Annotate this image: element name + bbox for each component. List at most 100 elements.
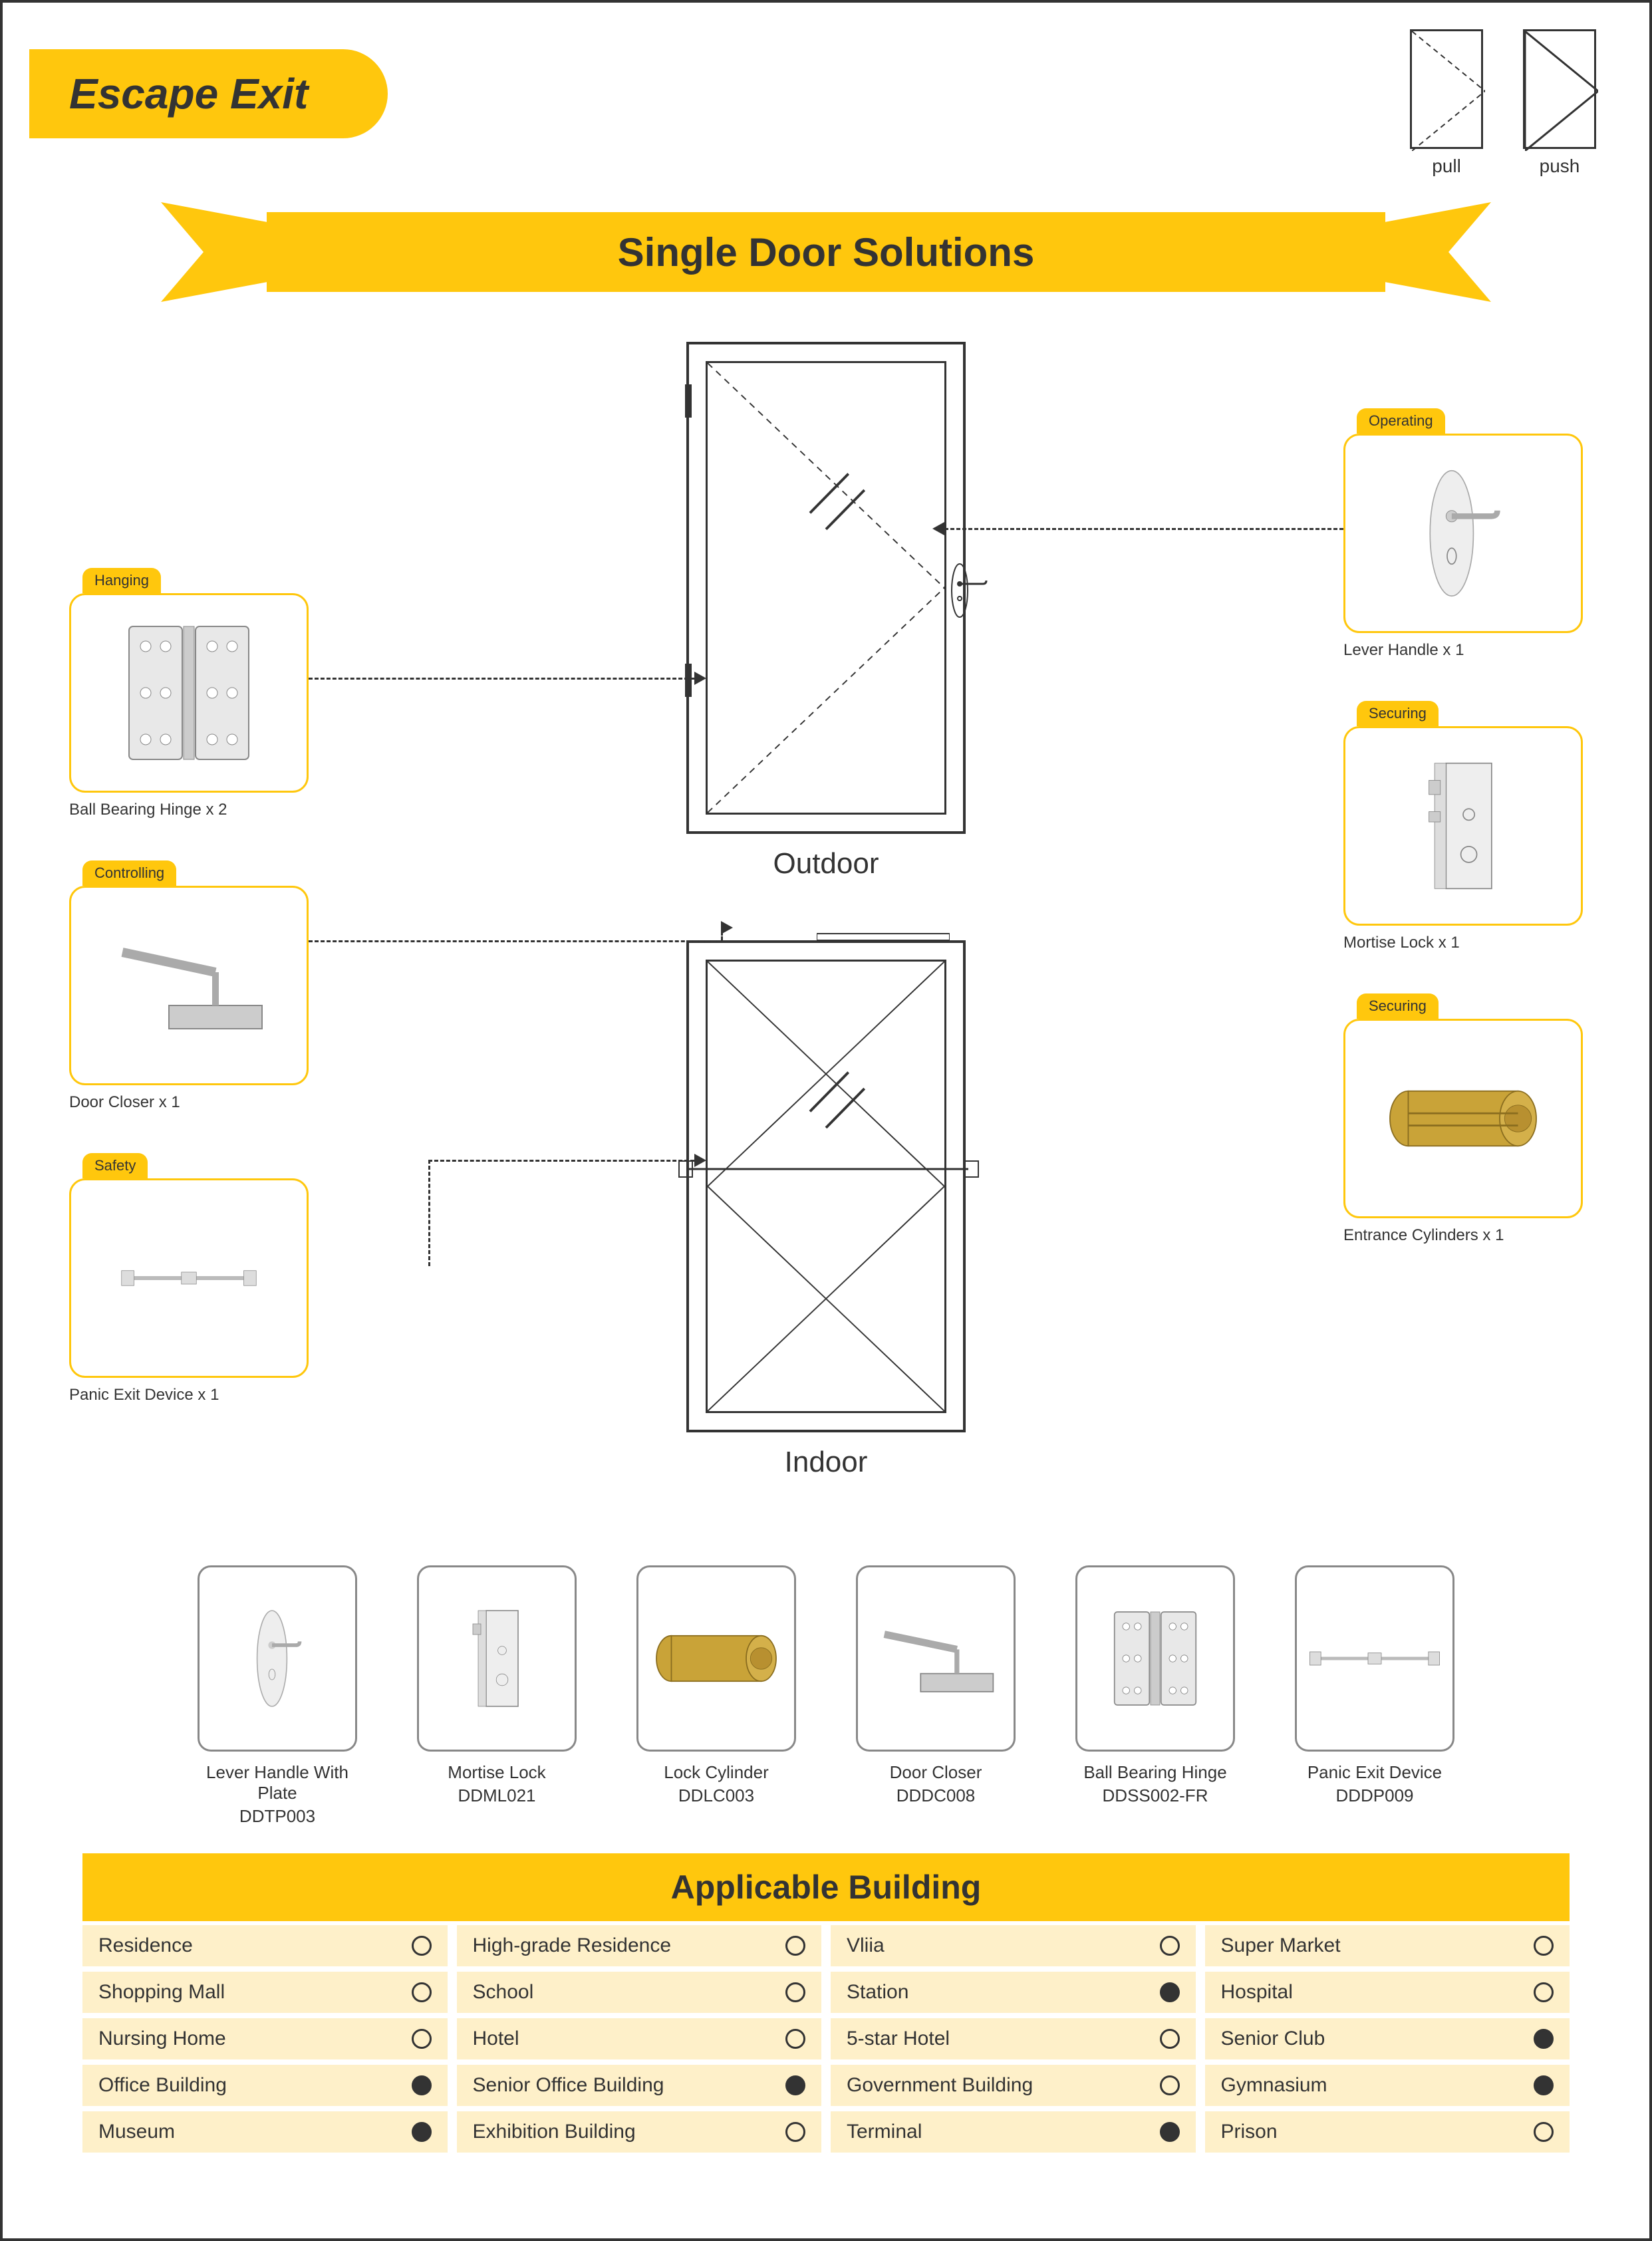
- building-label: Office Building: [98, 2074, 227, 2097]
- building-label: Exhibition Building: [473, 2121, 636, 2143]
- building-cell: Museum: [82, 2111, 448, 2153]
- building-label: Nursing Home: [98, 2028, 226, 2050]
- building-cell: High-grade Residence: [457, 1925, 822, 1966]
- safety-caption: Panic Exit Device x 1: [69, 1386, 309, 1404]
- door-closer-top-icon: [817, 931, 950, 943]
- building-cell: Exhibition Building: [457, 2111, 822, 2153]
- thumb-name: Lock Cylinder: [623, 1762, 809, 1783]
- building-dot: [412, 1982, 432, 2002]
- securing2-tag: Securing: [1357, 993, 1439, 1019]
- building-label: Prison: [1221, 2121, 1278, 2143]
- push-label: push: [1523, 156, 1596, 177]
- building-dot: [1534, 2029, 1554, 2049]
- pull-push-icons: pull push: [1410, 29, 1596, 177]
- banner-title: Single Door Solutions: [618, 229, 1035, 275]
- building-dot: [785, 1982, 805, 2002]
- building-cell: Hospital: [1205, 1972, 1570, 2013]
- thumb-item: Door CloserDDDC008: [843, 1565, 1029, 1827]
- controlling-card: Controlling Door Closer x 1: [69, 860, 309, 1112]
- thumb-item: Panic Exit DeviceDDDP009: [1282, 1565, 1468, 1827]
- operating-card: Operating Lever Handle x 1: [1343, 408, 1583, 660]
- banner: Single Door Solutions: [161, 202, 1491, 302]
- thumb-name: Mortise Lock: [404, 1762, 590, 1783]
- building-dot: [1160, 1936, 1180, 1956]
- thumbnail-row: Lever Handle With Plate DDTP003 Mortise Lo…: [82, 1565, 1570, 1827]
- building-label: Museum: [98, 2121, 175, 2143]
- thumb-code: DDTP003: [184, 1806, 370, 1827]
- lever-handle-icon: [1369, 455, 1557, 611]
- header: Escape Exit pull push: [29, 29, 1623, 189]
- building-dot: [785, 2075, 805, 2095]
- building-cell: Shopping Mall: [82, 1972, 448, 2013]
- building-dot: [1534, 1936, 1554, 1956]
- building-cell: Super Market: [1205, 1925, 1570, 1966]
- buildings-grid: Residence High-grade Residence VliiaSuper …: [82, 1925, 1570, 2153]
- building-cell: Hotel: [457, 2018, 822, 2059]
- cylinder-icon: [1369, 1040, 1557, 1196]
- page: Escape Exit pull push Single Door Soluti…: [0, 0, 1652, 2241]
- building-dot: [785, 1936, 805, 1956]
- thumb-code: DDDP009: [1282, 1785, 1468, 1806]
- securing1-card: Securing Mortise Lock x 1: [1343, 701, 1583, 952]
- building-label: 5-star Hotel: [847, 2028, 950, 2050]
- thumb-box: [856, 1565, 1016, 1752]
- building-cell: Government Building: [831, 2065, 1196, 2106]
- pull-item: pull: [1410, 29, 1483, 177]
- securing2-caption: Entrance Cylinders x 1: [1343, 1226, 1583, 1245]
- building-dot: [1160, 2075, 1180, 2095]
- thumb-code: DDLC003: [623, 1785, 809, 1806]
- building-cell: School: [457, 1972, 822, 2013]
- securing1-caption: Mortise Lock x 1: [1343, 934, 1583, 952]
- thumb-name: Ball Bearing Hinge: [1062, 1762, 1248, 1783]
- building-label: Hotel: [473, 2028, 519, 2050]
- pull-label: pull: [1410, 156, 1483, 177]
- indoor-label: Indoor: [785, 1446, 868, 1479]
- building-dot: [785, 2122, 805, 2142]
- building-cell: Residence: [82, 1925, 448, 1966]
- building-cell: Station: [831, 1972, 1196, 2013]
- building-label: Government Building: [847, 2074, 1033, 2097]
- building-dot: [412, 2122, 432, 2142]
- push-item: push: [1523, 29, 1596, 177]
- thumb-code: DDDC008: [843, 1785, 1029, 1806]
- building-label: Residence: [98, 1934, 193, 1957]
- securing1-tag: Securing: [1357, 701, 1439, 726]
- thumb-box: [417, 1565, 577, 1752]
- thumb-name: Panic Exit Device: [1282, 1762, 1468, 1783]
- indoor-door: [686, 940, 966, 1432]
- building-dot: [1160, 1982, 1180, 2002]
- building-label: Senior Office Building: [473, 2074, 664, 2097]
- operating-tag: Operating: [1357, 408, 1445, 434]
- thumb-item: Lock CylinderDDLC003: [623, 1565, 809, 1827]
- building-label: Terminal: [847, 2121, 922, 2143]
- hanging-caption: Ball Bearing Hinge x 2: [69, 801, 309, 819]
- thumb-name: Door Closer: [843, 1762, 1029, 1783]
- building-dot: [785, 2029, 805, 2049]
- building-dot: [412, 1936, 432, 1956]
- thumb-code: DDSS002-FR: [1062, 1785, 1248, 1806]
- safety-tag: Safety: [82, 1153, 148, 1178]
- door-closer-icon: [94, 907, 283, 1063]
- building-cell: Prison: [1205, 2111, 1570, 2153]
- building-cell: Gymnasium: [1205, 2065, 1570, 2106]
- building-dot: [412, 2075, 432, 2095]
- building-cell: Terminal: [831, 2111, 1196, 2153]
- thumb-name: Lever Handle With Plate: [184, 1762, 370, 1803]
- thumb-box: [1075, 1565, 1235, 1752]
- building-label: Gymnasium: [1221, 2074, 1327, 2097]
- thumb-item: Ball Bearing HingeDDSS002-FR: [1062, 1565, 1248, 1827]
- building-dot: [1160, 2122, 1180, 2142]
- building-label: High-grade Residence: [473, 1934, 672, 1957]
- thumb-item: Lever Handle With Plate DDTP003: [184, 1565, 370, 1827]
- door-handle-icon: [950, 557, 990, 624]
- building-cell: Senior Office Building: [457, 2065, 822, 2106]
- building-label: Shopping Mall: [98, 1981, 225, 2004]
- thumb-code: DDML021: [404, 1785, 590, 1806]
- page-title: Escape Exit: [69, 70, 308, 118]
- building-cell: Office Building: [82, 2065, 448, 2106]
- outdoor-door: [686, 342, 966, 834]
- thumb-box: [1295, 1565, 1454, 1752]
- building-cell: Vliia: [831, 1925, 1196, 1966]
- building-label: School: [473, 1981, 534, 2004]
- mortise-lock-icon: [1369, 747, 1557, 904]
